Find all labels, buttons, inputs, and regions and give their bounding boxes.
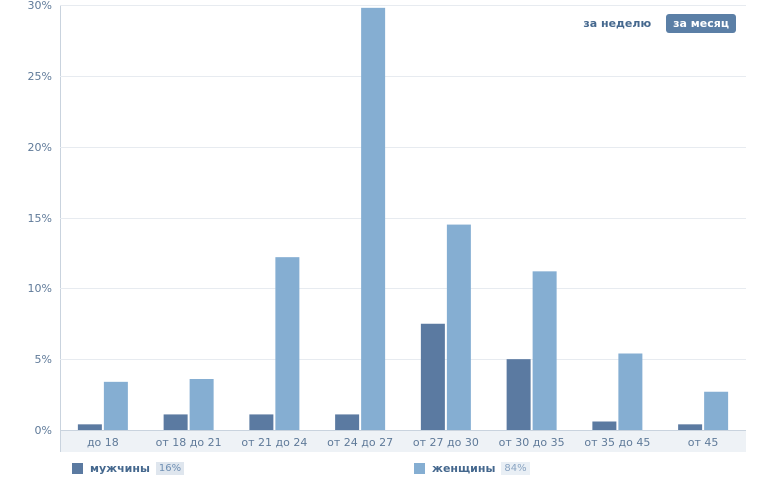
bar-women: [618, 353, 643, 430]
y-tick-label: 5%: [35, 353, 52, 366]
bar-women: [704, 391, 729, 430]
bar-men: [420, 323, 445, 430]
period-toggle: за неделю за месяц: [576, 14, 736, 33]
y-tick-label: 15%: [28, 212, 52, 225]
x-tick-label: до 18: [87, 436, 119, 449]
legend-label-women: женщины: [432, 462, 496, 475]
chart-legend: мужчины 16% женщины 84%: [0, 462, 760, 480]
bar-women: [446, 224, 471, 430]
bar-men: [678, 424, 703, 430]
age-distribution-chart: 0% 5% 10% 15% 20% 25% 30% до 18 от 18 до 21 от 21…: [28, 0, 746, 452]
legend-item-women[interactable]: женщины 84%: [414, 462, 530, 475]
x-tick-label: от 30 до 35: [499, 436, 565, 449]
bar-men: [249, 414, 274, 430]
legend-label-men: мужчины: [90, 462, 150, 475]
month-button[interactable]: за месяц: [666, 14, 736, 33]
bar-women: [532, 271, 557, 430]
bar-men: [77, 424, 102, 430]
legend-item-men[interactable]: мужчины 16%: [72, 462, 185, 475]
bar-men: [163, 414, 188, 430]
x-tick-label: от 35 до 45: [584, 436, 650, 449]
x-tick-label: от 27 до 30: [413, 436, 479, 449]
bar-women: [103, 381, 128, 430]
bar-women: [361, 7, 386, 430]
x-tick-label: от 18 до 21: [156, 436, 222, 449]
legend-share-men: 16%: [155, 462, 185, 475]
bar-women: [275, 257, 300, 430]
legend-swatch-women: [414, 463, 425, 474]
y-tick-label: 20%: [28, 141, 52, 154]
y-tick-label: 30%: [28, 0, 52, 12]
y-tick-label: 0%: [35, 424, 52, 437]
legend-share-women: 84%: [501, 462, 530, 475]
bar-men: [506, 359, 531, 430]
bar-men: [592, 421, 617, 430]
x-tick-label: от 45: [688, 436, 719, 449]
bar-women: [189, 379, 214, 430]
week-button[interactable]: за неделю: [583, 17, 652, 30]
bar-men: [335, 414, 360, 430]
x-tick-label: от 21 до 24: [241, 436, 307, 449]
y-tick-label: 25%: [28, 70, 52, 83]
y-tick-label: 10%: [28, 282, 52, 295]
legend-swatch-men: [72, 463, 83, 474]
x-tick-label: от 24 до 27: [327, 436, 393, 449]
x-axis-band: [60, 430, 746, 452]
